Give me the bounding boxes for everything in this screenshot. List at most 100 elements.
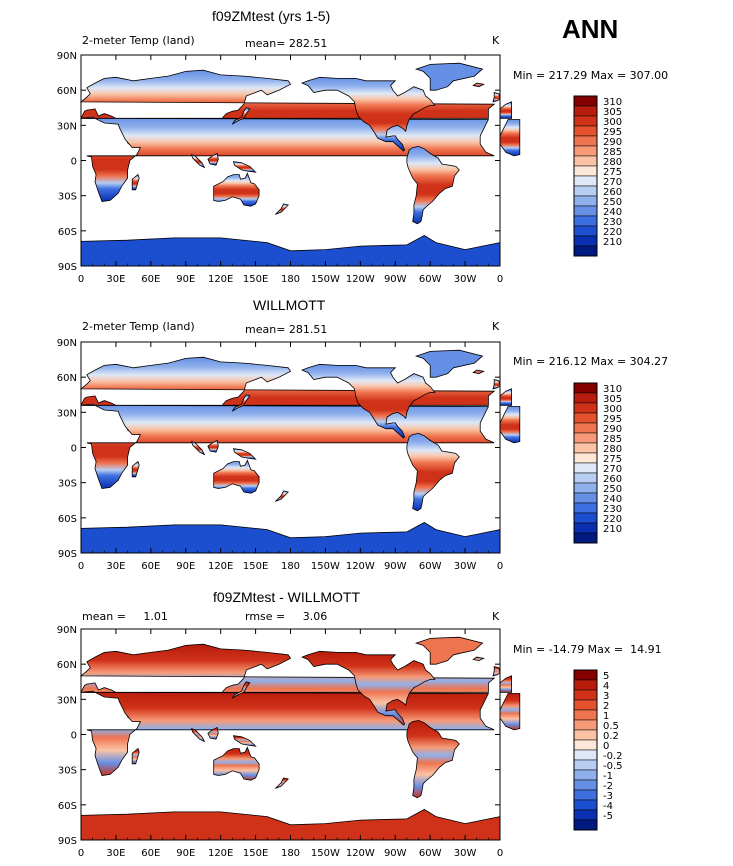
landmass-australia (213, 172, 260, 207)
colorbar-label: 240 (603, 494, 622, 505)
colorbar-frame (573, 95, 598, 257)
colorbar-label: 300 (603, 117, 622, 128)
colorbar-box (573, 819, 598, 831)
colorbar-box (573, 779, 598, 791)
x-tick-label: 180 (281, 274, 300, 285)
colorbar-label: 280 (603, 444, 622, 455)
x-tick-label: 120W (346, 848, 375, 859)
x-tick-label: 150W (311, 561, 340, 572)
colorbar-label: 3 (603, 691, 609, 702)
figure-label: ANN (562, 14, 619, 44)
colorbar-label: 240 (603, 207, 622, 218)
colorbar-box (573, 799, 598, 811)
x-tick-label: 30E (106, 561, 125, 572)
colorbar-label: 310 (603, 97, 622, 108)
landmass-australia (213, 746, 260, 781)
y-tick-label: 60S (58, 514, 77, 525)
colorbar-label: -1 (603, 771, 613, 782)
colorbar-label: 5 (603, 671, 609, 682)
landmass-newguinea (232, 448, 257, 460)
y-tick-label: 30N (57, 408, 77, 419)
y-tick-label: 90S (58, 836, 77, 847)
x-tick-label: 0 (497, 274, 503, 285)
x-tick-label: 90E (176, 848, 195, 859)
x-tick-label: 0 (497, 848, 503, 859)
landmass-samerica (406, 432, 460, 512)
land-layer (79, 349, 521, 554)
panel1-minmax: Min = 217.29 Max = 307.00 (513, 69, 669, 82)
landmass-greenland (414, 62, 484, 91)
colorbar-label: 270 (603, 177, 622, 188)
colorbar-label: 4 (603, 681, 609, 692)
landmass-africa-wrap (499, 406, 521, 444)
panel1-title: f09ZMtest (yrs 1-5) (212, 8, 331, 24)
landmass-madagascar (131, 460, 140, 478)
colorbar-label: 290 (603, 137, 622, 148)
colorbar-label: -4 (603, 801, 613, 812)
x-tick-label: 150W (311, 848, 340, 859)
x-tick-label: 120W (346, 274, 375, 285)
landmass-japan (231, 394, 251, 412)
landmass-uk (492, 665, 501, 677)
landmass-africa-wrap (499, 119, 521, 157)
panel2-units: K (492, 320, 500, 333)
x-tick-label: 90E (176, 561, 195, 572)
colorbar-box (573, 679, 598, 691)
y-tick-label: 30S (58, 479, 77, 490)
landmass-sumatra (190, 440, 206, 456)
y-tick-label: 0 (71, 731, 77, 742)
y-tick-label: 0 (71, 157, 77, 168)
x-tick-label: 0 (78, 848, 84, 859)
colorbar-box (573, 769, 598, 781)
landmass-newzealand (275, 777, 289, 789)
colorbar-label: -0.5 (603, 761, 623, 772)
x-tick-label: 30W (454, 561, 477, 572)
colorbar-label: 0 (603, 741, 609, 752)
landmass-borneo (207, 152, 219, 166)
x-tick-label: 180 (281, 561, 300, 572)
x-tick-label: 30E (106, 274, 125, 285)
landmass-borneo (207, 439, 219, 453)
x-tick-label: 90W (384, 848, 407, 859)
landmass-newguinea (232, 161, 257, 173)
colorbar-box (573, 729, 598, 741)
colorbar-box (573, 809, 598, 821)
landmass-newzealand (275, 490, 289, 502)
colorbar-label: 2 (603, 701, 609, 712)
x-tick-label: 0 (497, 561, 503, 572)
landmass-greenland (414, 349, 484, 378)
landmass-iceland (472, 82, 485, 88)
landmass-sumatra (190, 727, 206, 743)
panel3-minmax: Min = -14.79 Max = 14.91 (513, 643, 662, 656)
x-tick-label: 150E (243, 848, 268, 859)
y-tick-label: 60S (58, 801, 77, 812)
y-tick-label: 60S (58, 227, 77, 238)
x-tick-label: 60W (419, 274, 442, 285)
x-tick-label: 0 (78, 561, 84, 572)
colorbar-label: 220 (603, 227, 622, 238)
y-tick-label: 30N (57, 695, 77, 706)
landmass-namerica (301, 650, 436, 726)
x-tick-label: 150E (243, 274, 268, 285)
colorbar-box (573, 749, 598, 761)
landmass-namerica (301, 363, 436, 439)
colorbar-label: 305 (603, 394, 622, 405)
x-tick-label: 60E (141, 561, 160, 572)
y-tick-label: 90S (58, 262, 77, 273)
y-tick-label: 90S (58, 549, 77, 560)
colorbar-label: 260 (603, 187, 622, 198)
land-layer (79, 636, 521, 841)
x-tick-label: 120E (208, 561, 233, 572)
y-tick-label: 0 (71, 444, 77, 455)
colorbar-label: 0.5 (603, 721, 619, 732)
colorbar-label: 210 (603, 524, 622, 535)
colorbar-box (573, 739, 598, 751)
x-tick-label: 90W (384, 561, 407, 572)
landmass-africa-wrap (499, 693, 521, 731)
colorbar-label: 230 (603, 504, 622, 515)
